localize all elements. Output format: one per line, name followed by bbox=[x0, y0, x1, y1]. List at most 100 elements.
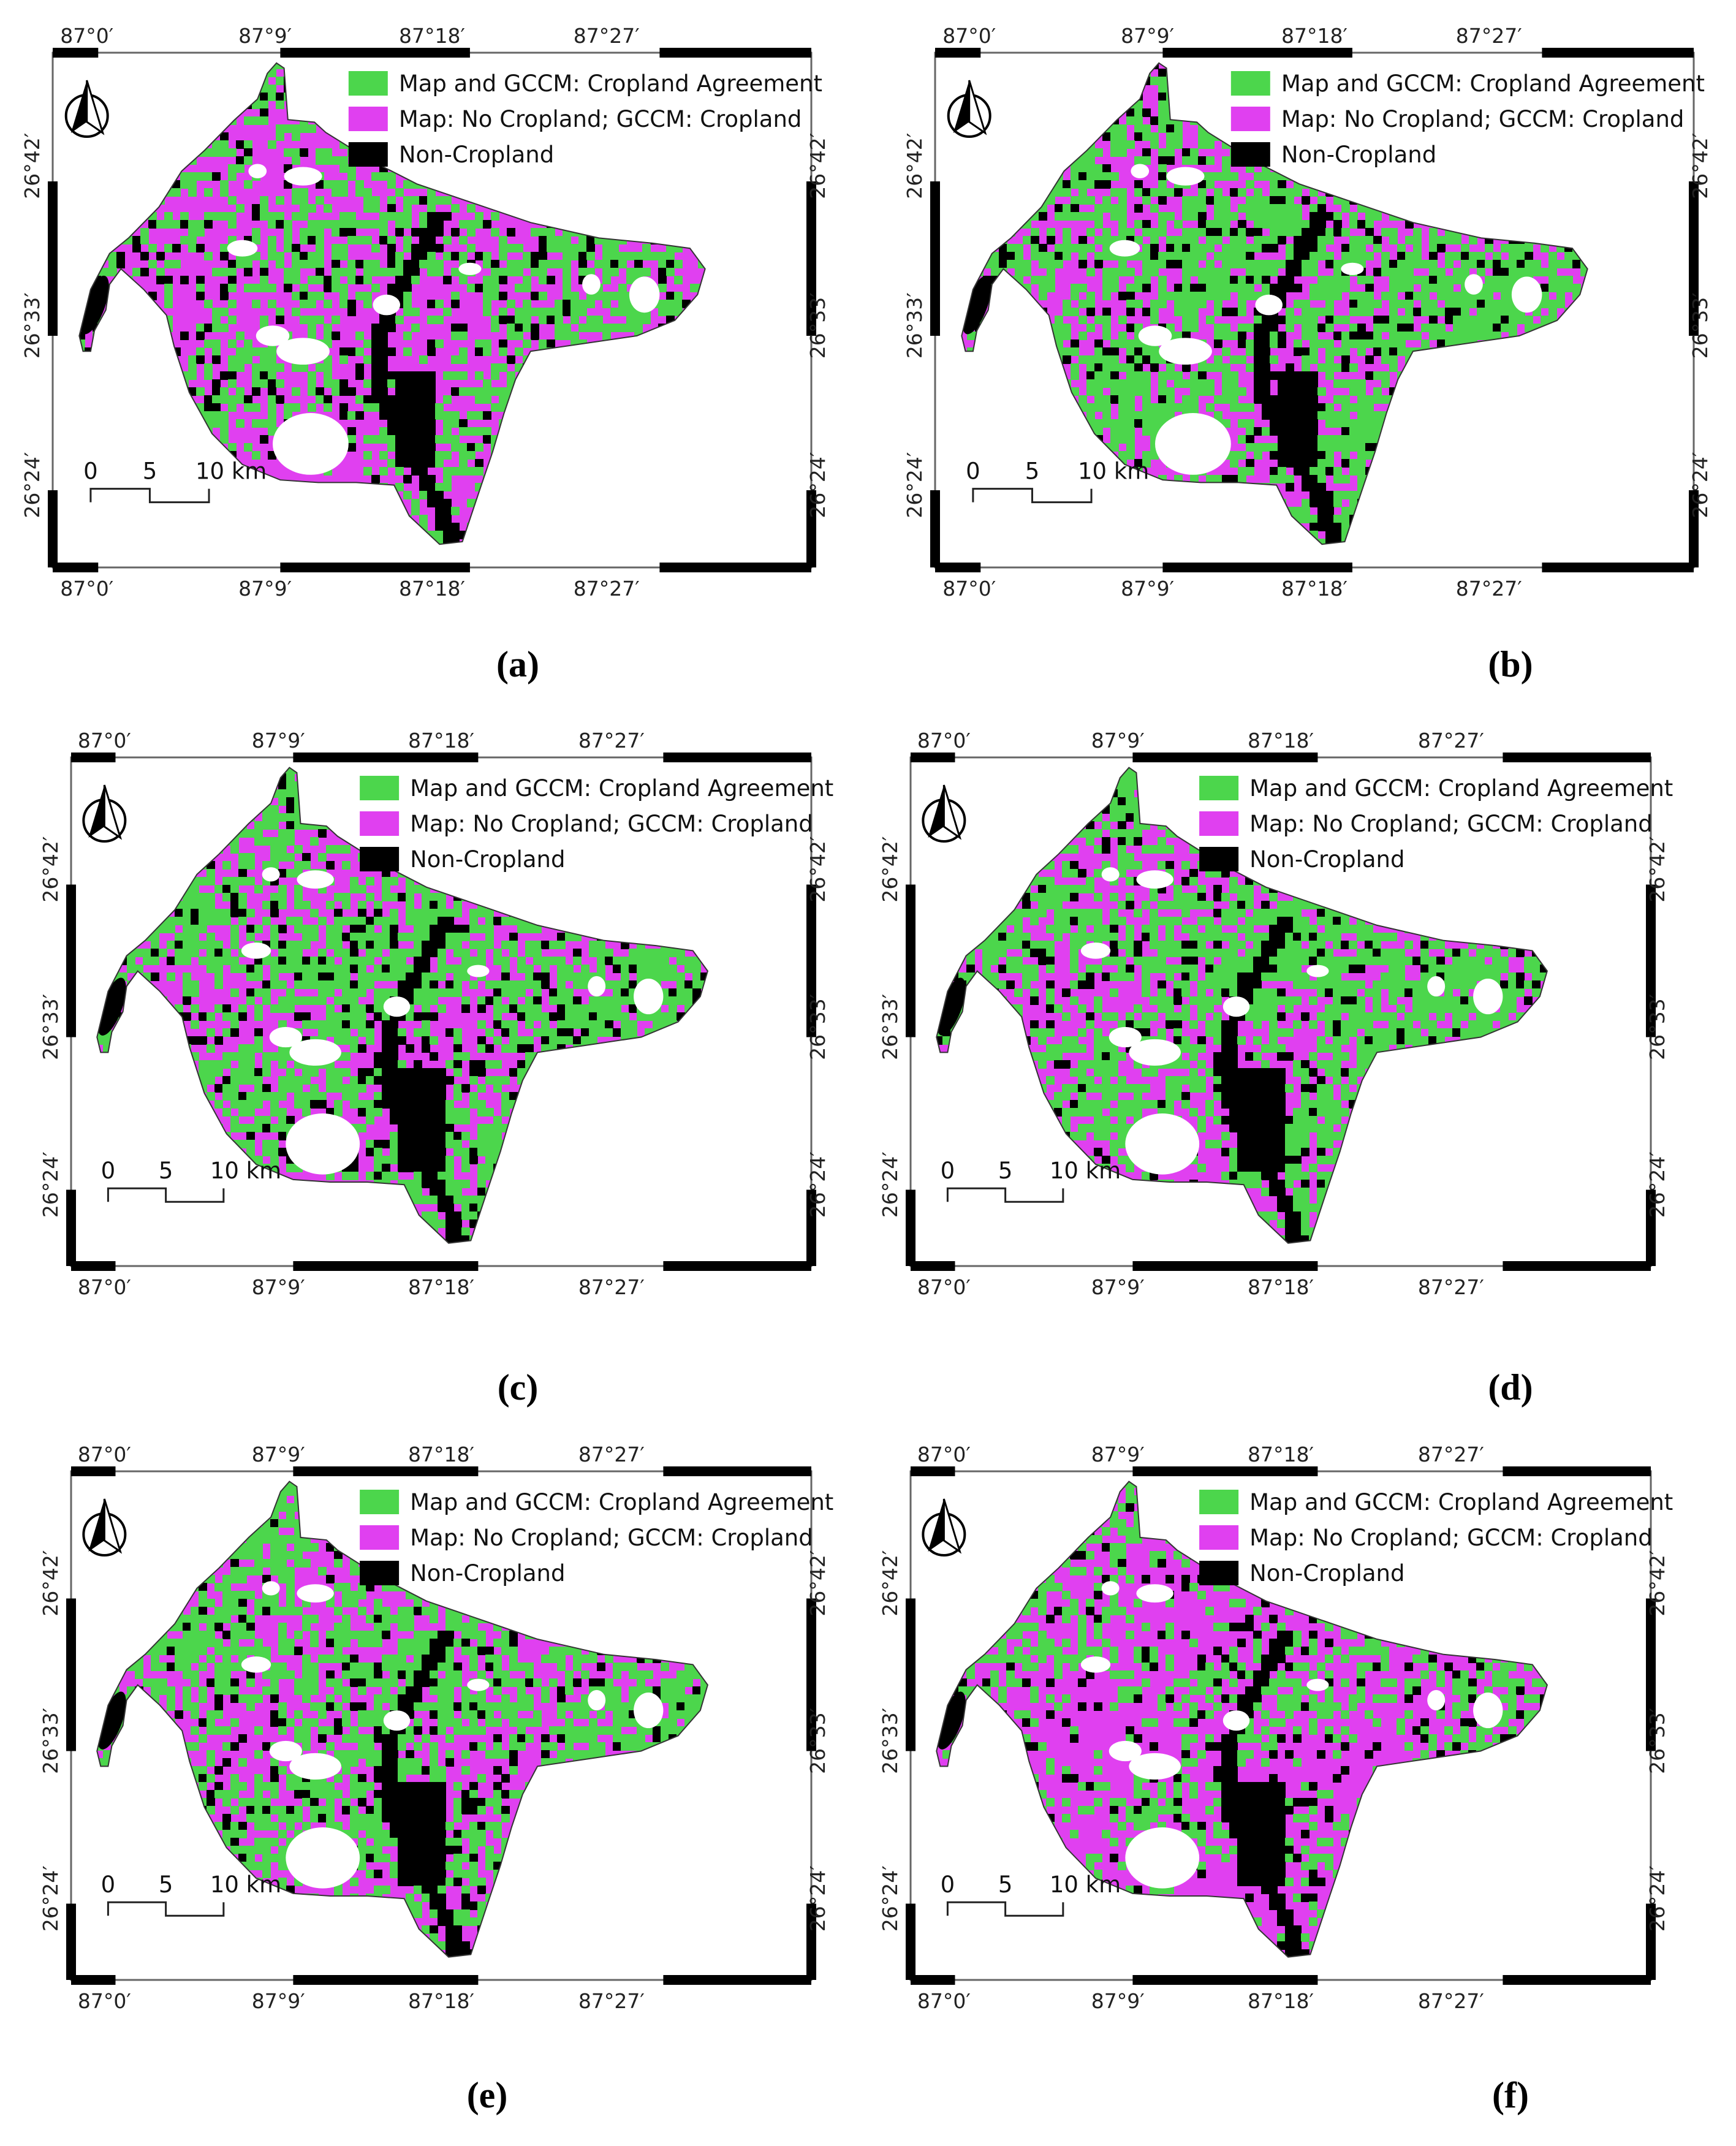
neatline-bar bbox=[906, 884, 915, 1037]
legend-swatch bbox=[360, 1561, 400, 1585]
legend-label: Map and GCCM: Cropland Agreement bbox=[1281, 70, 1705, 97]
scale-bar-label: 5 bbox=[1025, 458, 1040, 485]
scale-bar-label: 5 bbox=[143, 458, 157, 485]
water-body bbox=[1109, 240, 1140, 257]
latitude-label-right: 26°24′ bbox=[806, 1151, 830, 1218]
neatline-bar bbox=[806, 1189, 816, 1266]
longitude-label-top: 87°0′ bbox=[60, 24, 113, 48]
water-body bbox=[383, 996, 411, 1017]
water-body bbox=[1080, 1656, 1111, 1673]
water-body bbox=[1155, 413, 1231, 475]
water-body bbox=[286, 1113, 360, 1175]
longitude-label-top: 87°9′ bbox=[252, 1443, 305, 1466]
water-body bbox=[262, 1581, 280, 1596]
neatline-bar bbox=[663, 1975, 811, 1985]
neatline-bar bbox=[280, 48, 470, 58]
scale-bar-label: 10 km bbox=[210, 1158, 281, 1184]
latitude-label-right: 26°33′ bbox=[806, 292, 830, 358]
legend-swatch bbox=[360, 1490, 400, 1514]
neatline-bar bbox=[71, 1975, 116, 1985]
water-body bbox=[467, 965, 490, 977]
water-body bbox=[588, 976, 606, 997]
latitude-label-right: 26°33′ bbox=[806, 994, 830, 1060]
water-body bbox=[286, 1827, 360, 1889]
latitude-label-right: 26°42′ bbox=[806, 836, 830, 903]
water-body bbox=[248, 164, 267, 178]
water-body bbox=[1080, 942, 1111, 959]
water-body bbox=[1511, 276, 1542, 313]
neatline-bar bbox=[1162, 48, 1352, 58]
longitude-label-top: 87°9′ bbox=[1091, 1443, 1145, 1466]
latitude-label-left: 26°33′ bbox=[878, 994, 902, 1060]
study-area-outline bbox=[78, 62, 706, 545]
longitude-label-top: 87°27′ bbox=[578, 1443, 645, 1466]
longitude-label-bottom: 87°0′ bbox=[942, 577, 996, 601]
latitude-label-right: 26°42′ bbox=[806, 1550, 830, 1617]
longitude-label-bottom: 87°27′ bbox=[574, 577, 640, 601]
legend-swatch bbox=[360, 847, 400, 871]
latitude-label-right: 26°42′ bbox=[1645, 836, 1669, 903]
caption-c: (c) bbox=[475, 1367, 561, 1409]
legend-label: Map and GCCM: Cropland Agreement bbox=[1249, 1489, 1673, 1515]
water-body bbox=[582, 274, 601, 295]
neatline-bar bbox=[53, 48, 99, 58]
legend-label: Non-Cropland bbox=[399, 142, 554, 168]
north-arrow-icon bbox=[64, 80, 109, 138]
latitude-label-left: 26°33′ bbox=[20, 292, 44, 358]
map-panel-b: 87°0′ 87°0′ 87°9′ 87°9′ 87°18′ 87°18′ 87°27′ 87… bbox=[903, 24, 1712, 601]
longitude-label-bottom: 87°0′ bbox=[78, 1989, 131, 2013]
longitude-label-top: 87°18′ bbox=[1281, 24, 1347, 48]
latitude-label-left: 26°24′ bbox=[39, 1865, 63, 1932]
longitude-label-bottom: 87°18′ bbox=[408, 1989, 474, 2013]
latitude-label-left: 26°33′ bbox=[903, 292, 927, 358]
water-body bbox=[241, 1656, 271, 1673]
neatline-bar bbox=[806, 884, 816, 1037]
map-panel-d: 87°0′ 87°0′ 87°9′ 87°9′ 87°18′ 87°18′ 87°27′ 87… bbox=[878, 729, 1673, 1299]
longitude-label-bottom: 87°0′ bbox=[78, 1275, 131, 1299]
longitude-label-top: 87°9′ bbox=[1091, 729, 1145, 753]
water-body bbox=[1109, 1740, 1142, 1762]
longitude-label-bottom: 87°9′ bbox=[252, 1275, 305, 1299]
water-body bbox=[588, 1689, 606, 1711]
longitude-label-top: 87°27′ bbox=[1456, 24, 1522, 48]
latitude-label-right: 26°24′ bbox=[806, 1865, 830, 1932]
water-body bbox=[1125, 1827, 1200, 1889]
latitude-label-left: 26°33′ bbox=[39, 994, 63, 1060]
neatline-bar bbox=[930, 490, 940, 567]
scale-bar-label: 5 bbox=[159, 1158, 173, 1184]
neatline-bar bbox=[911, 1975, 955, 1985]
water-body bbox=[634, 1693, 664, 1729]
legend-label: Map: No Cropland; GCCM: Cropland bbox=[1249, 811, 1653, 837]
longitude-label-bottom: 87°27′ bbox=[578, 1989, 645, 2013]
water-body bbox=[227, 240, 258, 257]
legend-swatch bbox=[360, 811, 400, 836]
neatline-bar bbox=[280, 563, 470, 572]
scale-bar-label: 10 km bbox=[210, 1871, 281, 1898]
latitude-label-left: 26°33′ bbox=[39, 1708, 63, 1774]
neatline-bar bbox=[66, 1189, 76, 1266]
water-body bbox=[1131, 164, 1150, 178]
water-body bbox=[1222, 1710, 1250, 1731]
neatline-bar bbox=[663, 753, 811, 762]
longitude-label-top: 87°0′ bbox=[78, 1443, 131, 1466]
caption-b: (b) bbox=[1468, 643, 1553, 686]
neatline-bar bbox=[806, 181, 816, 336]
latitude-label-left: 26°33′ bbox=[878, 1708, 902, 1774]
map-panel-f: 87°0′ 87°0′ 87°9′ 87°9′ 87°18′ 87°18′ 87°27′ 87… bbox=[878, 1443, 1673, 2013]
north-arrow-icon bbox=[947, 80, 991, 138]
legend-swatch bbox=[348, 107, 388, 131]
water-body bbox=[256, 325, 290, 346]
longitude-label-bottom: 87°0′ bbox=[917, 1989, 971, 2013]
scale-bar-label: 0 bbox=[941, 1158, 955, 1184]
longitude-label-top: 87°27′ bbox=[1418, 729, 1484, 753]
scale-bar-label: 0 bbox=[941, 1871, 955, 1898]
latitude-label-left: 26°24′ bbox=[903, 452, 927, 518]
longitude-label-top: 87°0′ bbox=[78, 729, 131, 753]
longitude-label-bottom: 87°9′ bbox=[1091, 1989, 1145, 2013]
study-area-outline bbox=[96, 767, 708, 1244]
water-body bbox=[1129, 1039, 1181, 1066]
legend-swatch bbox=[1199, 847, 1239, 871]
legend-label: Non-Cropland bbox=[410, 846, 565, 873]
latitude-label-left: 26°42′ bbox=[20, 133, 44, 199]
legend-swatch bbox=[360, 776, 400, 800]
